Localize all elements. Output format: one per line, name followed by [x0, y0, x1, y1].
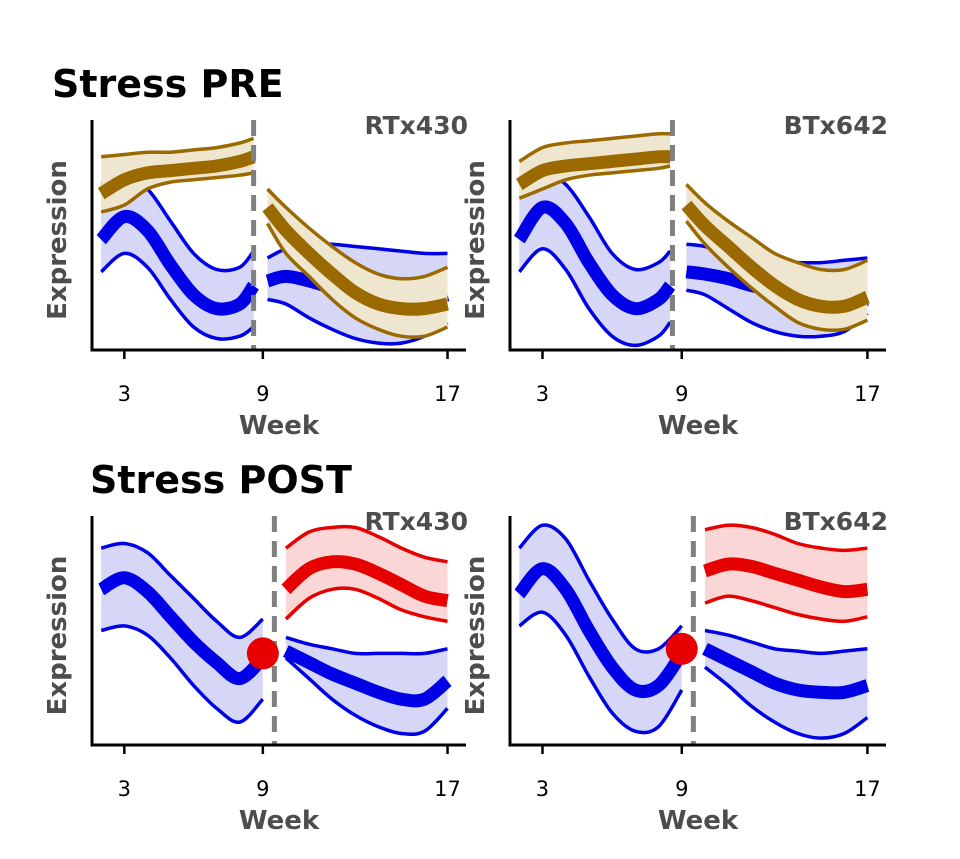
panel-title: BTx642 [784, 507, 888, 536]
mean-line-brown-post [681, 200, 870, 314]
band-brown-post [686, 184, 868, 331]
panel-title: RTx430 [365, 507, 469, 536]
lower-line-brown-post [265, 222, 449, 339]
panel-1: 3 9 17 RTx430 Week Expression [43, 111, 468, 441]
x-tick-label: 17 [434, 777, 461, 801]
y-axis-label: Expression [43, 556, 73, 716]
panel-title: BTx642 [784, 111, 888, 140]
lower-line-brown-post [685, 220, 869, 333]
mean-line-brown-post [262, 203, 449, 316]
mean-line-blue-post [283, 645, 452, 708]
upper-line-brown-pre [518, 131, 671, 163]
lower-line-blue-post [685, 288, 869, 339]
lower-line-blue-post [703, 665, 869, 740]
lower-line-red-post [284, 586, 448, 624]
x-tick-label: 9 [675, 777, 688, 801]
x-axis-label: Week [658, 411, 739, 441]
x-tick-label: 3 [536, 777, 549, 801]
panel-3: 3 9 17 RTx430 Week Expression [43, 507, 468, 836]
panel-4: 3 9 17 BTx642 Week Expression [461, 507, 888, 836]
x-axis-label: Week [239, 411, 320, 441]
y-axis-label: Expression [461, 556, 491, 716]
lower-line-blue-pre [518, 610, 684, 735]
band-blue-pre [519, 524, 682, 733]
panel-2: 3 9 17 BTx642 Week Expression [461, 111, 888, 441]
mean-line-red-post [281, 555, 449, 608]
lower-line-blue-pre [100, 251, 255, 341]
x-tick-label: 9 [256, 382, 269, 406]
mean-line-red-post [702, 557, 869, 599]
marker-point [246, 637, 279, 670]
upper-line-brown-post [266, 187, 449, 281]
lower-line-blue-pre [517, 247, 672, 348]
row-title-post: Stress POST [90, 458, 352, 502]
x-axis-label: Week [239, 806, 320, 836]
y-axis-label: Expression [461, 160, 491, 320]
band-brown-post [267, 189, 448, 338]
mean-line-blue-pre [96, 209, 260, 316]
upper-line-red-post [284, 524, 448, 564]
x-tick-label: 17 [854, 382, 881, 406]
x-tick-label: 9 [675, 382, 688, 406]
lower-line-blue-pre [100, 624, 265, 724]
panel-title: RTx430 [365, 111, 469, 140]
upper-line-brown-pre [101, 136, 255, 159]
upper-line-blue-post [704, 628, 868, 656]
row-title-pre: Stress PRE [52, 62, 284, 106]
mean-line-brown-pre [515, 150, 671, 190]
upper-line-brown-post [685, 183, 869, 273]
lower-line-blue-post [267, 297, 449, 346]
lower-line-brown-pre [100, 171, 254, 214]
lower-line-brown-pre [518, 164, 671, 200]
lower-line-red-post [704, 594, 868, 624]
mean-line-blue-pre [514, 562, 688, 699]
mean-line-blue-pre [97, 571, 268, 686]
x-tick-label: 17 [854, 777, 881, 801]
upper-line-red-post [704, 523, 868, 553]
x-axis-label: Week [658, 806, 739, 836]
x-tick-label: 3 [118, 777, 131, 801]
lower-line-blue-post [284, 656, 449, 737]
mean-line-brown-pre [97, 150, 256, 200]
mean-line-blue-pre [513, 200, 676, 316]
y-axis-label: Expression [43, 160, 73, 320]
mean-line-blue-post [702, 642, 870, 700]
x-tick-label: 9 [256, 777, 269, 801]
upper-line-blue-pre [517, 523, 684, 654]
x-tick-label: 3 [118, 382, 131, 406]
marker-point [665, 632, 698, 665]
upper-line-blue-pre [100, 541, 264, 640]
upper-line-blue-post [285, 635, 448, 656]
x-tick-label: 17 [434, 382, 461, 406]
x-tick-label: 3 [536, 382, 549, 406]
